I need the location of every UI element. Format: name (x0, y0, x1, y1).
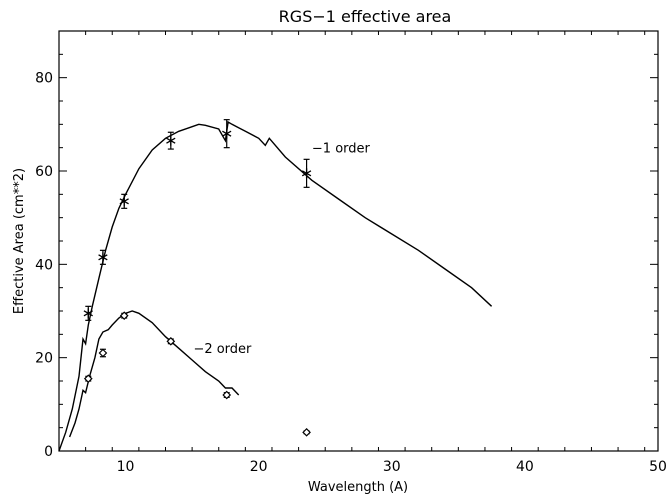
data-point (83, 305, 93, 321)
data-point (302, 427, 311, 437)
diamond-marker (83, 374, 93, 384)
series-line (68, 310, 240, 438)
data-point (166, 131, 176, 150)
asterisk-marker (98, 254, 108, 261)
chart-title: RGS−1 effective area (279, 7, 452, 26)
y-axis-label: Effective Area (cm**2) (12, 168, 27, 314)
data-point (119, 193, 129, 209)
series-2 (68, 310, 311, 438)
data-point (83, 374, 93, 384)
annotation-label: −2 order (193, 342, 252, 357)
series-1 (58, 119, 493, 452)
series-line (58, 120, 493, 452)
y-tick-label: 0 (44, 444, 53, 460)
asterisk-marker (222, 130, 232, 137)
annotation-label: −1 order (312, 141, 371, 156)
data-point (166, 336, 176, 346)
y-tick-label: 20 (35, 351, 53, 367)
data-point (98, 249, 108, 265)
asterisk-marker (119, 198, 129, 205)
asterisk-marker (166, 137, 176, 144)
data-point (222, 119, 232, 149)
x-tick-label: 50 (649, 459, 667, 475)
plot-frame (58, 30, 659, 452)
y-axis-ticks: 0 20 40 60 80 (35, 30, 658, 460)
y-tick-label: 60 (35, 164, 53, 180)
x-axis-ticks: 10 20 30 40 50 (58, 31, 667, 475)
data-point (98, 348, 108, 358)
data-point (222, 390, 232, 400)
x-tick-label: 40 (516, 459, 534, 475)
diamond-marker (166, 336, 176, 346)
x-axis-label: Wavelength (A) (308, 480, 408, 494)
diamond-marker (98, 348, 108, 358)
asterisk-marker (301, 170, 312, 177)
diamond-marker (302, 427, 311, 437)
y-tick-label: 80 (35, 71, 53, 87)
x-tick-label: 10 (117, 459, 135, 475)
diamond-marker (119, 311, 129, 321)
y-tick-label: 40 (35, 257, 53, 273)
data-point (119, 311, 129, 321)
data-point (301, 158, 312, 188)
annotation-layer: −1 order −2 order (193, 141, 370, 357)
x-tick-label: 30 (383, 459, 401, 475)
asterisk-marker (83, 310, 93, 317)
x-tick-label: 20 (250, 459, 268, 475)
series-layer (58, 119, 493, 452)
diamond-marker (222, 390, 232, 400)
